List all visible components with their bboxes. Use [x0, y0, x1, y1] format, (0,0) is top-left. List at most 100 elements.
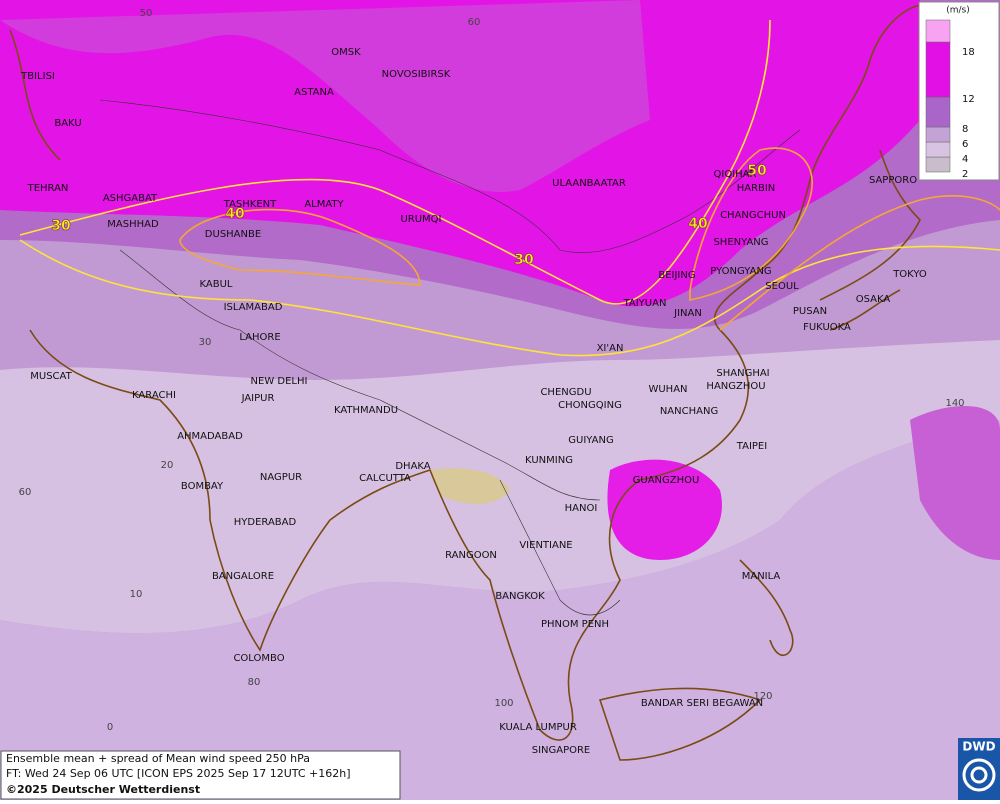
- legend-swatch: [925, 19, 951, 43]
- city-label: KUALA LUMPUR: [499, 722, 577, 733]
- city-label: MUSCAT: [30, 371, 72, 382]
- city-label: OSAKA: [856, 294, 891, 305]
- graticule-label: 20: [161, 460, 174, 471]
- city-label: DUSHANBE: [205, 229, 261, 240]
- city-label: NOVOSIBIRSK: [382, 69, 451, 80]
- city-label: ALMATY: [304, 199, 344, 210]
- city-label: PUSAN: [793, 306, 827, 317]
- legend-label: 18: [962, 47, 975, 58]
- legend-label: 12: [962, 94, 975, 105]
- city-label: PYONGYANG: [710, 266, 771, 277]
- city-label: QIQIHAR: [714, 169, 757, 180]
- wind-field-6: [0, 420, 1000, 800]
- legend-swatch: [925, 156, 951, 173]
- city-label: BEIJING: [658, 270, 695, 281]
- city-label: LAHORE: [239, 332, 280, 343]
- city-label: NEW DELHI: [251, 376, 308, 387]
- labels: TBILISI BAKU TEHRAN ASHGABAT MASHHAD TASHKENT…: [19, 8, 965, 756]
- city-label: KATHMANDU: [334, 405, 398, 416]
- city-label: CHANGCHUN: [720, 210, 786, 221]
- logo-icon: [970, 766, 988, 784]
- city-label: TASHKENT: [223, 199, 277, 210]
- city-label: TEHRAN: [27, 183, 69, 194]
- caption-line: Ensemble mean + spread of Mean wind spee…: [6, 752, 310, 765]
- city-label: NANCHANG: [660, 406, 718, 417]
- graticule-label: 80: [248, 677, 261, 688]
- city-label: FUKUOKA: [803, 322, 851, 333]
- city-label: ISLAMABAD: [224, 302, 283, 313]
- legend-unit: (m/s): [946, 6, 970, 16]
- city-label: TOKYO: [892, 269, 927, 280]
- city-label: BANGKOK: [495, 591, 545, 602]
- wind-field-guangzhou: [607, 459, 722, 560]
- city-label: TBILISI: [20, 71, 55, 82]
- city-label: BOMBAY: [181, 481, 224, 492]
- city-label: AHMADABAD: [177, 431, 243, 442]
- city-label: PHNOM PENH: [541, 619, 609, 630]
- city-label: OMSK: [331, 47, 361, 58]
- city-label: HANGZHOU: [706, 381, 765, 392]
- city-label: GUANGZHOU: [633, 475, 700, 486]
- city-label: MASHHAD: [107, 219, 159, 230]
- city-label: JAIPUR: [241, 393, 275, 404]
- caption-box: [0, 750, 401, 800]
- legend-label: 2: [962, 169, 968, 180]
- city-label: BAKU: [54, 118, 81, 129]
- city-label: JINAN: [673, 308, 702, 319]
- city-label: TAIPEI: [736, 441, 767, 452]
- city-label: COLOMBO: [233, 653, 284, 664]
- legend-swatch: [925, 126, 951, 143]
- city-label: SHANGHAI: [716, 368, 769, 379]
- city-label: SEOUL: [765, 281, 799, 292]
- caption-line: ©2025 Deutscher Wetterdienst: [6, 783, 200, 796]
- isotach-40: [179, 147, 1000, 331]
- contour-label: 50: [747, 163, 767, 179]
- city-label: BANDAR SERI BEGAWAN: [641, 698, 763, 709]
- graticule-label: 10: [130, 589, 143, 600]
- low-wind-patch: [430, 468, 510, 505]
- graticule-label: 120: [753, 691, 772, 702]
- city-label: CHENGDU: [540, 387, 591, 398]
- graticule-label: 50: [140, 8, 153, 19]
- legend: 2 4 6 8 12 18: [925, 19, 975, 180]
- city-label: TAIYUAN: [623, 298, 667, 309]
- city-label: ASTANA: [294, 87, 334, 98]
- borders: [99, 99, 801, 616]
- logo-text: DWD: [962, 740, 995, 754]
- city-label: HANOI: [565, 503, 598, 514]
- city-label: GUIYANG: [568, 435, 613, 446]
- legend-swatch: [925, 141, 951, 158]
- city-label: ULAANBAATAR: [552, 178, 626, 189]
- legend-label: 6: [962, 139, 968, 150]
- wind-field-patch: [0, 0, 650, 192]
- isotach-30: [19, 19, 1000, 357]
- logo-icon: [962, 758, 996, 792]
- city-label: NAGPUR: [260, 472, 302, 483]
- city-label: WUHAN: [648, 384, 687, 395]
- city-label: KABUL: [200, 279, 233, 290]
- city-label: BANGALORE: [212, 571, 274, 582]
- graticule-label: 30: [199, 337, 212, 348]
- graticule-label: 60: [19, 487, 32, 498]
- city-label: CALCUTTA: [359, 473, 411, 484]
- city-label: VIENTIANE: [519, 540, 572, 551]
- contour-label: 30: [514, 252, 534, 268]
- wind-field-east: [910, 406, 1000, 560]
- city-label: KARACHI: [132, 390, 176, 401]
- city-label: MANILA: [742, 571, 781, 582]
- contour-label: 30: [51, 218, 71, 234]
- contour-label: 40: [688, 216, 708, 232]
- legend-swatch: [925, 41, 951, 98]
- city-label: XI'AN: [597, 343, 624, 354]
- coastlines: [9, 4, 921, 761]
- city-label: SHENYANG: [713, 237, 768, 248]
- city-label: URUMQI: [400, 214, 441, 225]
- graticule-label: 140: [945, 398, 964, 409]
- graticule-label: 60: [468, 17, 481, 28]
- legend-label: 8: [962, 124, 968, 135]
- city-label: CHONGQING: [558, 400, 622, 411]
- graticule-label: 100: [494, 698, 513, 709]
- legend-label: 4: [962, 154, 968, 165]
- caption-line: FT: Wed 24 Sep 06 UTC [ICON EPS 2025 Sep…: [6, 767, 351, 780]
